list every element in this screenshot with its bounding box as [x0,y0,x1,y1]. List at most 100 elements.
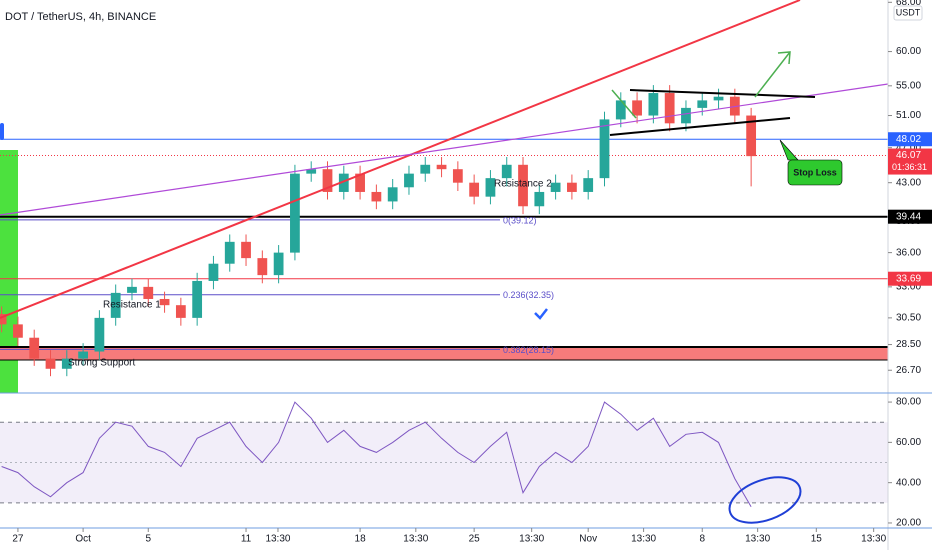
triangle-line [629,89,816,98]
candle-body [404,173,414,188]
y-tick-label: 51.00 [896,110,921,121]
candle-body [534,191,545,207]
candle-body [257,258,268,276]
candle-body [306,169,317,174]
rsi-tick-label: 40.00 [896,477,921,488]
x-tick-label: 13:30 [265,534,290,545]
candle-body [175,305,186,318]
candle-body [290,173,300,253]
y-tick-label: 28.50 [896,339,921,350]
candle-body [241,241,251,259]
candle-body [13,324,23,338]
price-label: 33.69 [896,273,921,284]
candle-body [127,286,137,293]
candle-body [224,241,235,264]
candle-body [469,182,480,197]
x-tick-label: 13:30 [631,534,656,545]
annotation: Resistance 2 [494,179,552,190]
candle-body [550,182,561,192]
candle-body [615,100,626,120]
fib-label: 0.236(32.35) [503,290,554,300]
candle-body [273,252,284,276]
x-tick-label: 13:30 [403,534,428,545]
candle-body [452,169,463,183]
side-tab [0,123,4,140]
candle-body [159,298,170,306]
x-tick-label: 18 [355,534,367,545]
grid: 0(39.12) 0.236(32.35) 0.382(28.15) [0,138,888,504]
chart-title: DOT / TetherUS, 4h, BINANCE [5,11,156,23]
currency-box [893,5,923,21]
rsi-line [1,401,752,508]
x-tick-label: 27 [12,534,24,545]
x-tick-label: Oct [75,534,91,545]
candle-body [29,337,40,359]
candle-body [371,191,382,202]
price-label-box [888,271,932,286]
candle-body [632,100,642,116]
candle-body [567,182,577,192]
candle-body [338,173,349,192]
candle-body [436,164,447,170]
annotation: Strong Support [68,358,135,369]
candle-body [322,169,333,192]
candle-body [355,173,365,192]
rsi-tick-label: 20.00 [896,518,921,529]
candle-body [110,292,121,318]
candle-body [518,164,528,207]
trend-line [0,0,801,319]
currency: USDT [896,7,921,17]
x-tick-label: 13:30 [519,534,544,545]
circle-drawing [728,476,802,524]
support-zone [0,347,888,360]
candle-body [61,358,72,369]
candle-body [664,93,675,124]
price-label-box [888,209,932,224]
callout [787,159,843,186]
fib-label: 0.382(28.15) [503,345,554,355]
annotation: Stop Loss [793,167,837,177]
x-tick-label: 15 [811,534,823,545]
y-tick-label: 33.00 [896,282,921,293]
price-label: 48.02 [896,134,921,145]
x-tick-label: 8 [699,534,705,545]
trend-line [0,83,889,216]
x-tick-label: Nov [579,534,597,545]
candle-body [501,164,512,179]
price-label-box [888,132,932,147]
fib-label: 0(39.12) [503,215,537,225]
y-tick-label: 68.00 [896,0,921,8]
check-mark [534,308,548,320]
rsi-tick-label: 80.00 [896,397,921,408]
x-tick-label: 13:30 [745,534,770,545]
candle-body [681,107,691,124]
candle-body [0,314,7,325]
x-tick-label: 25 [469,534,481,545]
y-tick-label: 47.00 [896,142,921,153]
arrow [611,89,637,119]
candle-body [713,96,724,101]
countdown: 01:36:31 [892,162,927,172]
y-tick-label: 55.00 [896,80,921,91]
y-tick-label: 30.50 [896,313,921,324]
x-tick-label: 13:30 [861,534,886,545]
marks [0,85,757,508]
candle-body [45,358,56,369]
candle-body [208,263,219,281]
triangle-line [609,117,791,136]
price-label: 39.44 [896,211,921,222]
y-tick-label: 36.00 [896,247,921,258]
price-label: 46.07 [896,150,921,161]
y-tick-label: 26.70 [896,365,921,376]
x-tick-label: 5 [145,534,151,545]
rsi-band [0,422,888,503]
y-tick-label: 60.00 [896,46,921,57]
rsi-tick-label: 60.00 [896,437,921,448]
annotation: Resistance 1 [103,300,161,311]
candle-body [143,286,154,299]
candle-body [599,119,610,179]
candle-body [192,280,203,318]
